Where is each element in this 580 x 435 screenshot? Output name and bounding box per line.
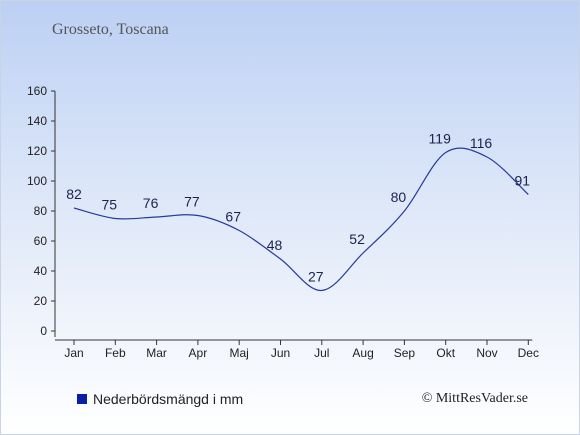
data-label: 77	[184, 194, 200, 210]
x-tick-label: Mar	[146, 346, 167, 360]
y-tick-label: 60	[34, 234, 48, 248]
legend-label: Nederbördsmängd i mm	[93, 391, 244, 407]
data-label: 76	[143, 195, 159, 211]
y-tick-label: 20	[34, 294, 48, 308]
x-tick-label: Jan	[64, 346, 83, 360]
data-label: 27	[308, 269, 324, 285]
x-tick-label: Okt	[436, 346, 455, 360]
data-label: 52	[349, 231, 365, 247]
data-label: 91	[515, 173, 531, 189]
data-label: 119	[429, 131, 452, 147]
y-tick-label: 100	[27, 174, 47, 188]
x-tick-label: Dec	[518, 346, 539, 360]
data-label: 48	[267, 237, 283, 253]
data-label: 80	[391, 189, 407, 205]
x-tick-label: Sep	[394, 346, 416, 360]
y-tick-label: 0	[40, 324, 47, 338]
x-tick-label: Jun	[271, 346, 290, 360]
chart-subtitle: Grosseto, Toscana	[52, 21, 169, 38]
legend-swatch	[77, 394, 87, 404]
y-tick-label: 140	[27, 114, 47, 128]
data-label: 67	[225, 209, 241, 225]
data-label: 116	[470, 135, 493, 151]
x-tick-label: Aug	[352, 346, 373, 360]
x-tick-label: Feb	[105, 346, 126, 360]
copyright-credit: © MittResVader.se	[421, 391, 528, 406]
legend: Nederbördsmängd i mm	[77, 391, 243, 407]
chart-series	[73, 147, 529, 292]
y-tick-label: 40	[34, 264, 48, 278]
x-tick-label: Maj	[230, 346, 249, 360]
y-tick-label: 120	[27, 144, 47, 158]
data-label: 75	[102, 197, 118, 213]
x-tick-label: Nov	[476, 346, 497, 360]
x-tick-label: Jul	[314, 346, 329, 360]
chart-axes: 0 20 40 60 80 100 120 140 160 Jan Feb Mar Apr Maj Jun J…	[27, 84, 539, 360]
series-line	[73, 147, 529, 292]
chart-data-labels: 82 75 76 77 67 48 27 52 80 119 116 91	[66, 131, 530, 285]
y-tick-label: 160	[27, 84, 47, 98]
data-label: 82	[66, 186, 82, 202]
y-tick-label: 80	[34, 204, 48, 218]
x-tick-label: Apr	[189, 346, 208, 360]
